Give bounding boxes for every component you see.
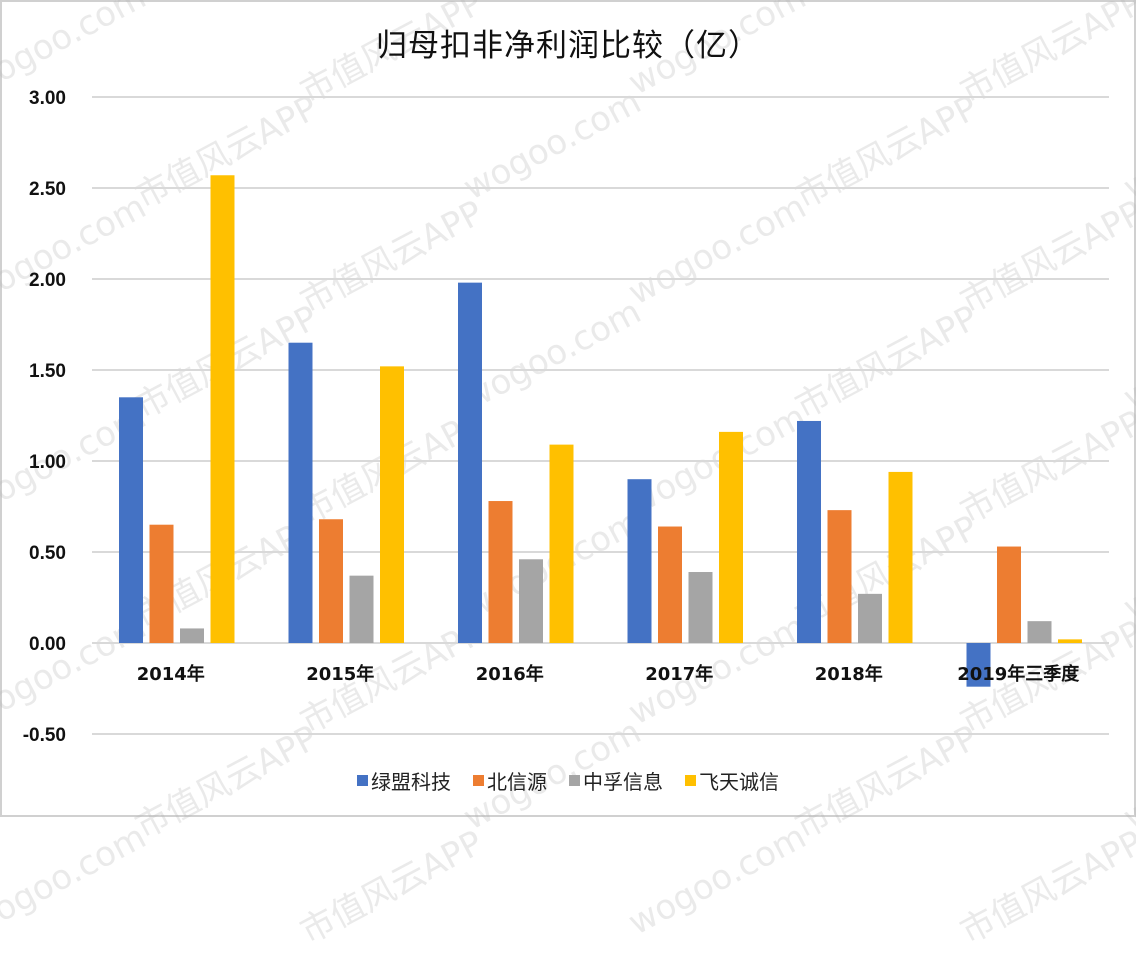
bar-中孚信息-2016年 [519,559,543,643]
x-tick-label: 2014年 [137,663,205,685]
legend-label: 绿盟科技 [371,770,451,794]
x-tick-label: 2015年 [306,663,374,685]
bar-中孚信息-2019年三季度 [1027,621,1052,643]
bar-绿盟科技-2014年 [119,397,143,643]
legend-label: 中孚信息 [583,770,663,794]
watermark-text: 市值风云APP [293,822,490,953]
watermark-text: wogoo.com [622,816,813,944]
y-tick-label: 1.50 [29,361,66,382]
legend-item: 绿盟科技 [357,766,451,795]
watermark-text: 市值风云APP [953,822,1136,953]
bar-飞天诚信-2015年 [380,366,404,643]
legend-swatch-icon [685,775,696,786]
bar-绿盟科技-2015年 [288,342,313,643]
bar-北信源-2019年三季度 [997,546,1021,643]
bar-中孚信息-2014年 [180,628,204,643]
y-tick-label: 0.00 [29,634,66,655]
bars [119,175,1082,687]
legend-swatch-icon [569,775,580,786]
bar-绿盟科技-2018年 [797,420,821,643]
bar-chart: 3.002.502.001.501.000.500.00-0.50 2014年 2… [23,88,1109,746]
bar-飞天诚信-2014年 [210,175,235,643]
gridlines [92,96,1109,735]
bar-北信源-2014年 [149,524,174,643]
bar-飞天诚信-2019年三季度 [1058,639,1082,643]
bar-飞天诚信-2016年 [549,444,574,643]
legend-label: 飞天诚信 [699,770,779,794]
bar-北信源-2015年 [319,519,343,643]
legend-swatch-icon [473,775,484,786]
y-tick-label: 2.50 [29,179,66,200]
legend-item: 北信源 [473,766,547,795]
y-tick-label: 1.00 [29,452,66,473]
bar-绿盟科技-2019年三季度 [966,643,991,687]
x-tick-label: 2017年 [645,663,713,685]
bar-北信源-2017年 [658,526,682,643]
x-tick-label: 2016年 [476,663,544,685]
y-axis: 3.00 2.50 2.00 1.50 1.00 0.50 0.00 -0.50 [23,88,66,746]
y-tick-label: 3.00 [29,88,66,109]
x-axis: 2014年 2015年 2016年 2017年 2018年 2019年三季度 [137,663,1081,685]
bar-飞天诚信-2018年 [888,471,913,643]
bar-飞天诚信-2017年 [719,431,743,643]
watermark-text: wogoo.com [0,816,153,944]
bar-中孚信息-2017年 [688,572,713,643]
y-tick-label: 2.00 [29,270,66,291]
chart-title: 归母扣非净利润比较（亿） [376,28,760,64]
bar-中孚信息-2015年 [349,575,374,643]
legend-item: 中孚信息 [569,766,663,795]
y-tick-label: 0.50 [29,543,66,564]
chart-frame [0,0,1136,817]
legend: 绿盟科技 北信源 中孚信息 飞天诚信 [0,766,1136,795]
legend-swatch-icon [357,775,368,786]
bar-绿盟科技-2016年 [458,282,482,643]
bar-绿盟科技-2017年 [627,479,652,643]
bar-中孚信息-2018年 [858,593,882,643]
legend-label: 北信源 [487,770,547,794]
x-tick-label: 2019年三季度 [957,663,1080,685]
bar-北信源-2018年 [827,510,852,643]
legend-item: 飞天诚信 [685,766,779,795]
bar-北信源-2016年 [488,501,513,643]
x-tick-label: 2018年 [815,663,883,685]
y-tick-label: -0.50 [23,725,66,746]
